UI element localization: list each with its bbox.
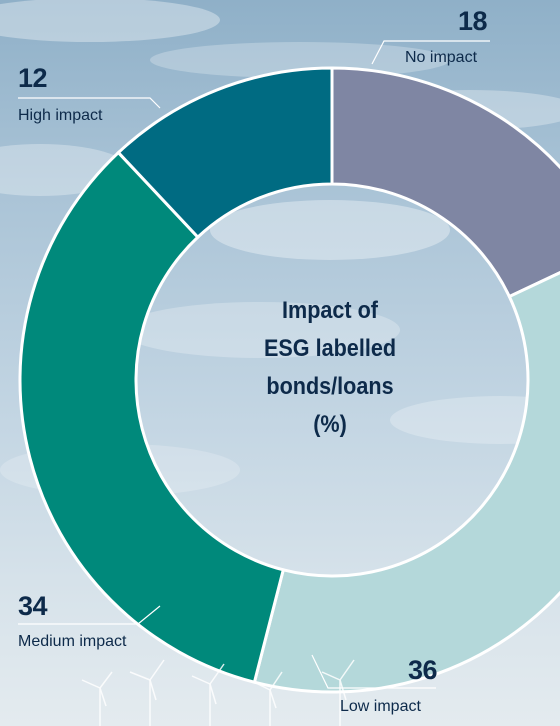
leader-line-medium-impact <box>18 605 161 625</box>
chart-title-line: ESG labelled <box>263 335 397 362</box>
leader-line-no-impact <box>371 40 490 65</box>
wind-turbines <box>81 659 355 726</box>
wind-turbine-icon <box>191 663 225 726</box>
cloud-layer <box>0 0 560 496</box>
data-label-low-impact-name: Low impact <box>340 698 421 715</box>
wind-turbine-icon <box>81 671 113 726</box>
data-label-low-impact-value: 36 <box>408 655 438 685</box>
donut-slice-medium-impact <box>18 150 286 685</box>
data-label-high-impact-value: 12 <box>18 63 48 93</box>
leader-lines <box>18 40 490 689</box>
leader-line-high-impact <box>18 97 161 109</box>
data-label-no-impact-name: No impact <box>405 49 478 66</box>
wind-turbine-icon <box>253 671 283 726</box>
donut-ring <box>18 66 560 694</box>
donut-slice-high-impact <box>116 66 334 240</box>
chart-title-line: (%) <box>313 411 347 438</box>
data-label-medium-impact-value: 34 <box>18 591 48 621</box>
chart-title-line: bonds/loans <box>266 373 394 400</box>
wind-turbine-icon <box>321 659 355 726</box>
chart-title: Impact of ESG labelled bonds/loans (%) <box>231 292 429 444</box>
data-label-medium-impact-name: Medium impact <box>18 633 127 650</box>
donut-slice-no-impact <box>330 66 560 299</box>
data-label-high-impact-name: High impact <box>18 107 103 124</box>
chart-title-line: Impact of <box>281 297 379 324</box>
wind-turbine-icon <box>129 659 165 726</box>
data-label-no-impact-value: 18 <box>458 6 488 36</box>
donut-slice-low-impact <box>252 271 560 694</box>
leader-line-low-impact <box>311 654 436 689</box>
